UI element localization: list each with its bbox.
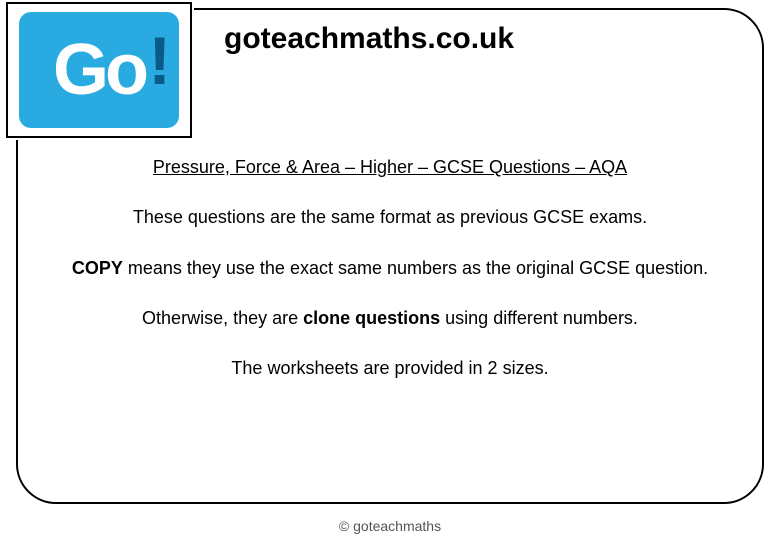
document-content: Pressure, Force & Area – Higher – GCSE Q… xyxy=(0,155,780,380)
paragraph-4: The worksheets are provided in 2 sizes. xyxy=(28,356,752,380)
logo-exclamation-icon: ! xyxy=(148,22,171,100)
copy-bold: COPY xyxy=(72,258,123,278)
paragraph-1: These questions are the same format as p… xyxy=(28,205,752,229)
p3-post: using different numbers. xyxy=(440,308,638,328)
p3-pre: Otherwise, they are xyxy=(142,308,303,328)
document-title: Pressure, Force & Area – Higher – GCSE Q… xyxy=(28,155,752,179)
logo-square: Go ! xyxy=(19,12,179,128)
clone-bold: clone questions xyxy=(303,308,440,328)
p2-rest: means they use the exact same numbers as… xyxy=(123,258,708,278)
logo-text: Go xyxy=(53,29,145,111)
paragraph-3: Otherwise, they are clone questions usin… xyxy=(28,306,752,330)
logo-container: Go ! xyxy=(4,0,194,140)
logo-inner: Go ! xyxy=(6,2,192,138)
paragraph-2: COPY means they use the exact same numbe… xyxy=(28,256,752,280)
copyright-footer: © goteachmaths xyxy=(0,518,780,534)
site-title: goteachmaths.co.uk xyxy=(224,22,514,56)
